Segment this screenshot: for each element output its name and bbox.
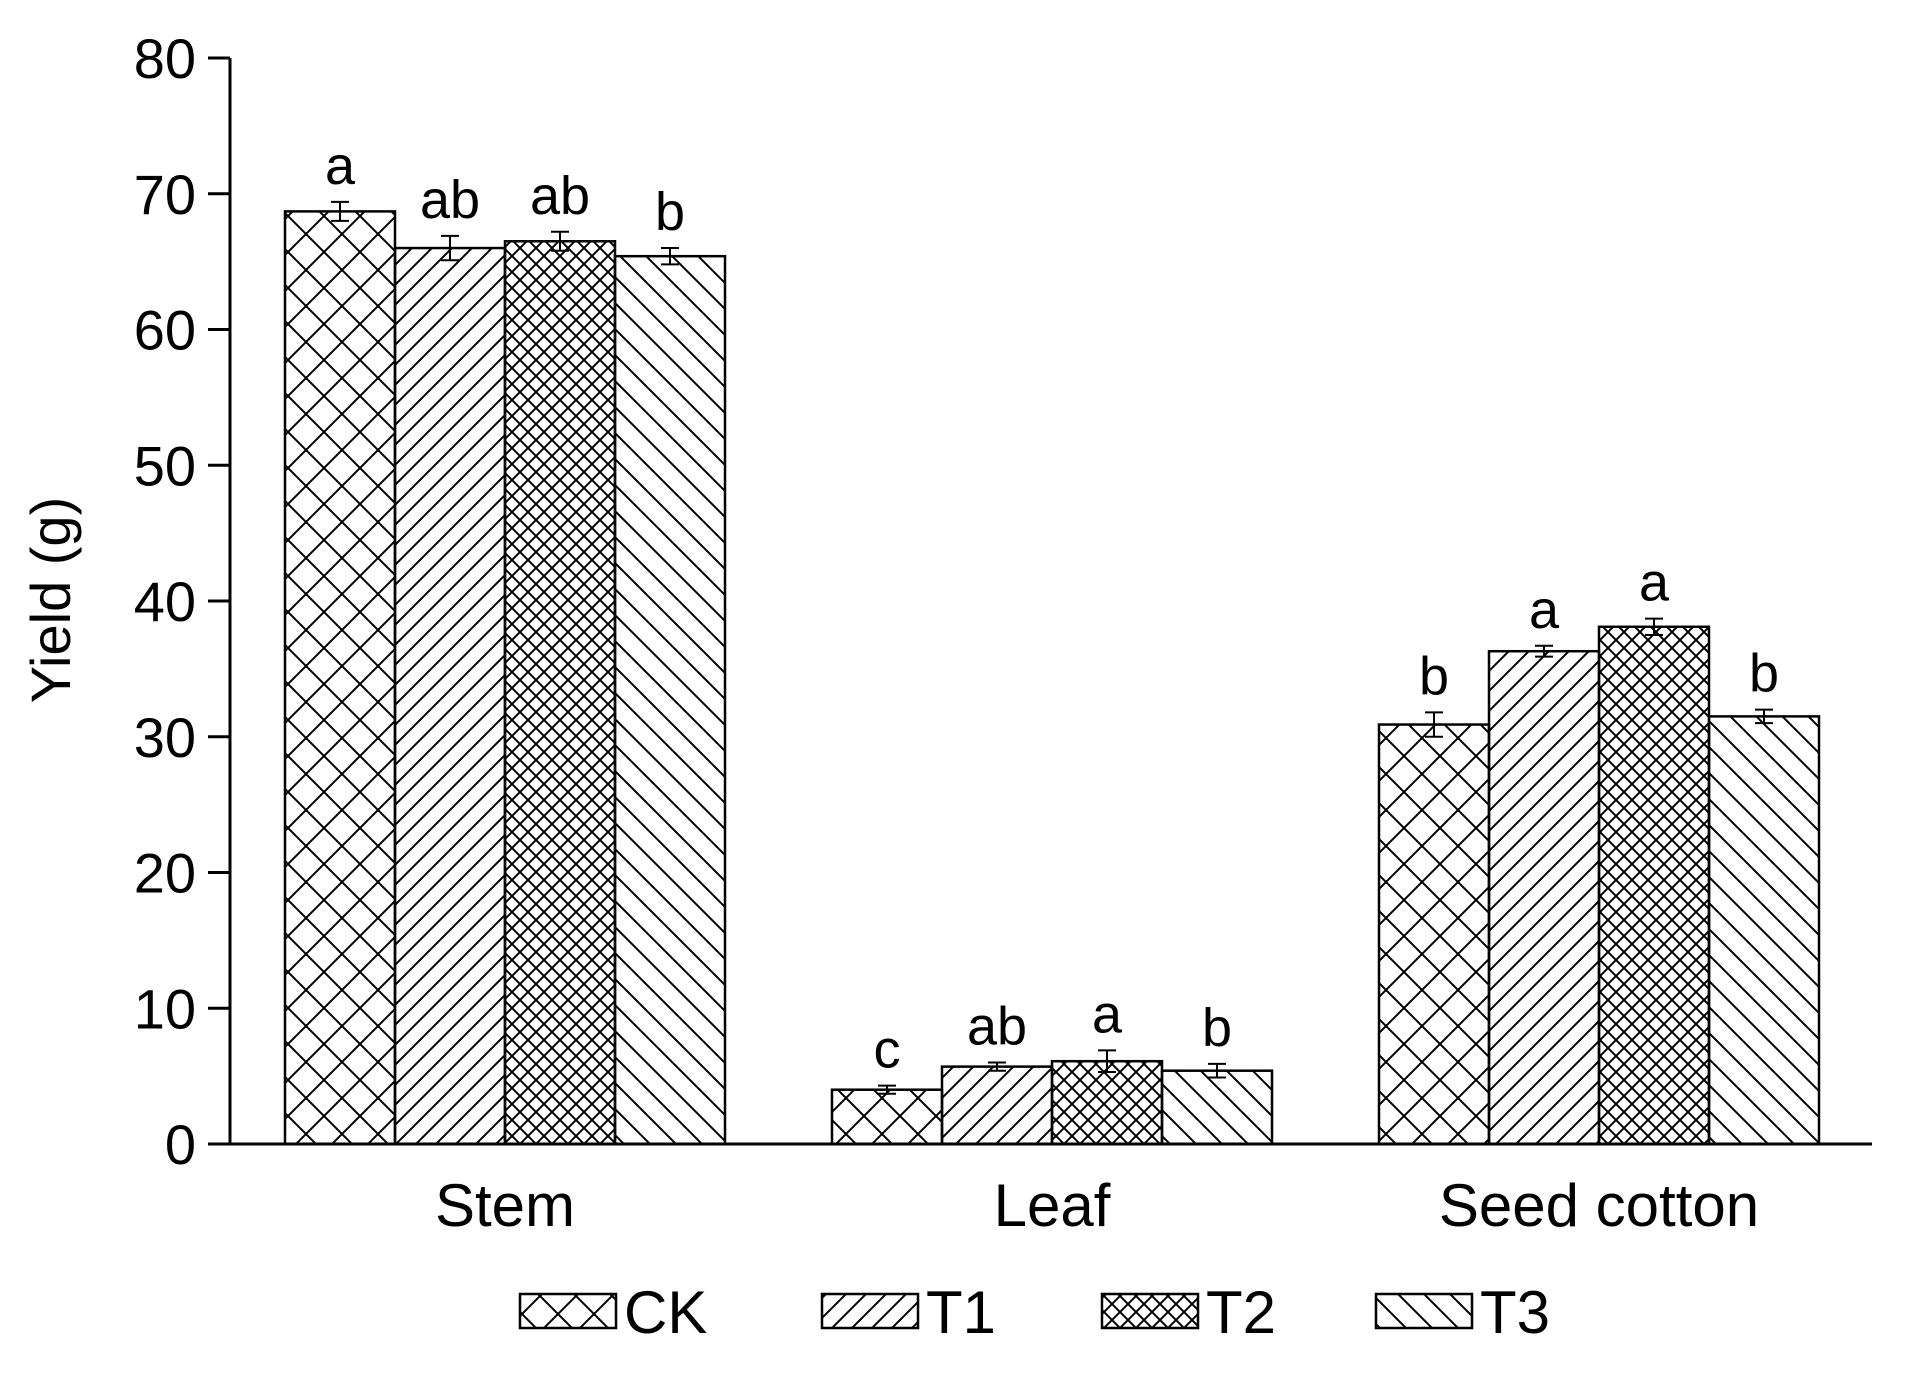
legend: CK T1 T2 T3	[518, 1279, 1550, 1346]
y-tick-label: 80	[134, 27, 196, 90]
x-category-label: Seed cotton	[1439, 1172, 1759, 1239]
x-category-labels: Stem Leaf Seed cotton	[435, 1172, 1759, 1239]
bar-t1-leaf	[940, 1065, 1054, 1146]
bars-layer	[283, 210, 1821, 1146]
bar-t3-stem	[613, 254, 727, 1146]
y-ticks: 0 10 20 30 40 50 60 70 80	[134, 27, 230, 1176]
significance-letter: a	[325, 136, 356, 196]
significance-letter: ab	[420, 170, 480, 230]
legend-item-t2: T2	[1100, 1279, 1276, 1346]
error-bar	[661, 247, 679, 266]
bar-t2-seed-cotton	[1597, 625, 1711, 1146]
bar-t2-stem	[503, 240, 617, 1146]
bar-t1-stem	[393, 246, 507, 1146]
significance-letter: ab	[530, 166, 590, 226]
error-bar	[878, 1084, 896, 1095]
y-axis-label: Yield (g)	[19, 497, 82, 703]
significance-letters-layer: aab ab bc ab a bba ab	[325, 136, 1779, 1080]
legend-swatch	[1100, 1292, 1200, 1330]
y-tick-label: 40	[134, 570, 196, 633]
y-tick-label: 70	[134, 163, 196, 226]
bar-t3-leaf	[1160, 1069, 1274, 1146]
bar-t2-leaf	[1050, 1059, 1164, 1146]
legend-label: T3	[1480, 1279, 1550, 1346]
error-bar	[1098, 1049, 1116, 1074]
y-tick-label: 30	[134, 706, 196, 769]
error-bar	[988, 1061, 1006, 1072]
error-bar	[331, 200, 349, 222]
error-bar	[1645, 617, 1663, 636]
legend-item-t3: T3	[1374, 1279, 1550, 1346]
significance-letter: b	[1419, 646, 1449, 706]
error-bar	[1535, 644, 1553, 658]
significance-letter: c	[874, 1020, 901, 1080]
y-tick-label: 0	[165, 1113, 196, 1176]
legend-label: T1	[926, 1279, 996, 1346]
significance-letter: a	[1529, 580, 1560, 640]
x-category-label: Leaf	[994, 1172, 1111, 1239]
bar-ck-stem	[283, 210, 397, 1146]
significance-letter: b	[1202, 998, 1232, 1058]
error-bar	[1755, 708, 1773, 725]
bar-ck-seed-cotton	[1377, 723, 1491, 1146]
bar-t3-seed-cotton	[1707, 715, 1821, 1146]
significance-letter: ab	[967, 997, 1027, 1057]
significance-letter: b	[655, 182, 685, 242]
error-bar	[1208, 1062, 1226, 1079]
y-tick-label: 10	[134, 977, 196, 1040]
error-bar	[441, 234, 459, 262]
error-bar	[551, 230, 569, 252]
x-category-label: Stem	[435, 1172, 575, 1239]
significance-letter: b	[1749, 644, 1779, 704]
y-tick-label: 20	[134, 842, 196, 905]
y-tick-label: 50	[134, 434, 196, 497]
legend-label: T2	[1206, 1279, 1276, 1346]
significance-letter: a	[1639, 553, 1670, 613]
legend-item-ck: CK	[518, 1279, 707, 1346]
error-bar	[1425, 711, 1443, 738]
y-tick-label: 60	[134, 299, 196, 362]
bar-ck-leaf	[830, 1088, 944, 1146]
significance-letter: a	[1092, 984, 1123, 1044]
legend-swatch	[518, 1292, 618, 1330]
bar-t1-seed-cotton	[1487, 649, 1601, 1146]
legend-label: CK	[624, 1279, 707, 1346]
legend-swatch	[1374, 1292, 1474, 1330]
error-bars-layer	[331, 200, 1773, 1095]
legend-item-t1: T1	[820, 1279, 996, 1346]
legend-swatch	[820, 1292, 920, 1330]
